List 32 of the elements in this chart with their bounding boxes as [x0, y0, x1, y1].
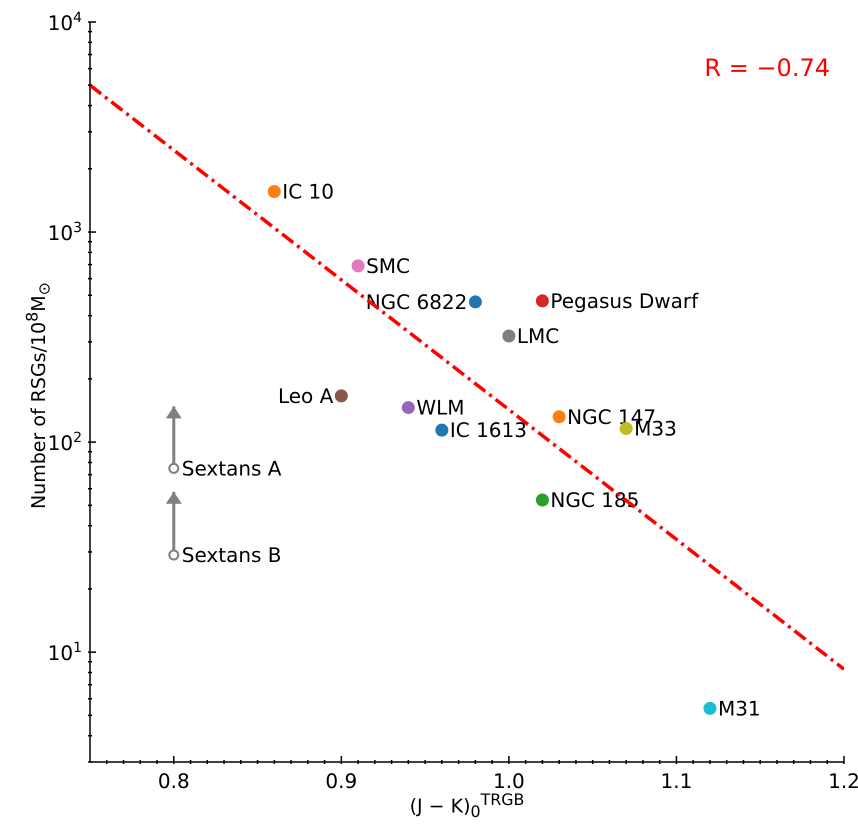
series-label: LMC [516, 324, 560, 348]
point [536, 494, 549, 507]
series-label: Sextans B [182, 543, 282, 568]
series-label: SMC [366, 254, 410, 278]
x-tick-label: 1.1 [660, 769, 692, 793]
point [168, 462, 180, 474]
point [402, 401, 415, 414]
point [502, 330, 516, 342]
x-tick-label: 1.2 [828, 769, 858, 793]
series-label: Pegasus Dwarf [550, 288, 700, 313]
point [536, 294, 549, 308]
point [552, 410, 566, 424]
point [168, 550, 180, 561]
point [703, 702, 716, 715]
point [435, 424, 448, 437]
x-tick-label: 0.9 [325, 769, 358, 793]
y-tick-label: 10$^{4}$ [48, 10, 82, 35]
annotation: R = −0.74 [704, 54, 830, 82]
point [268, 184, 281, 198]
series-label: Sextans A [182, 456, 282, 480]
y-tick-label: 10$^{1}$ [48, 640, 82, 666]
x-tick-label: 1.0 [492, 769, 525, 793]
series-label: Leo A [278, 384, 334, 408]
y-tick-label: 10$^{3}$ [48, 220, 82, 246]
point [334, 389, 348, 402]
x-tick-label: 0.8 [158, 769, 190, 793]
point [468, 295, 482, 308]
point [352, 259, 365, 272]
series-label: IC 10 [282, 179, 334, 204]
series-label: IC 1613 [450, 418, 527, 442]
series-label: M31 [718, 696, 761, 720]
series-label: WLM [416, 396, 465, 420]
